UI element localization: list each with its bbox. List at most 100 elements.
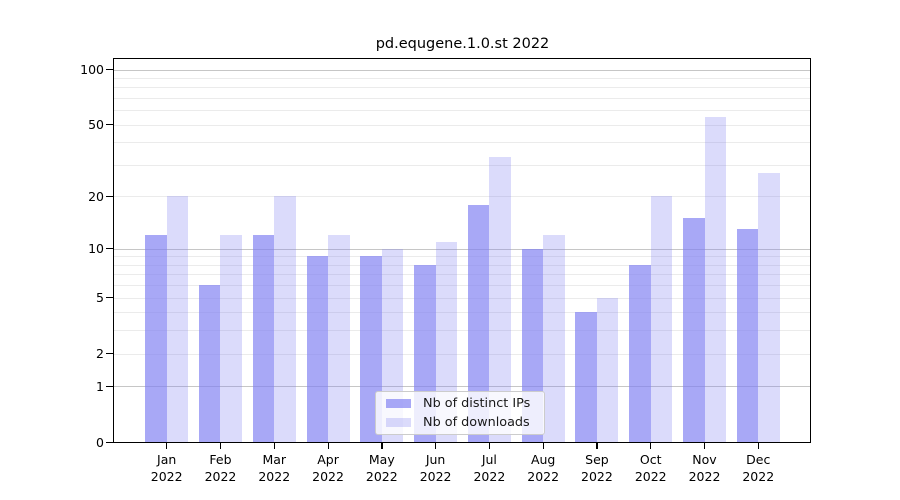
y-tick	[106, 248, 113, 250]
x-tick-month: Nov	[692, 452, 717, 467]
minor-gridline	[114, 297, 811, 299]
minor-gridline	[114, 353, 811, 355]
y-tick-label: 10	[88, 241, 104, 257]
bar-nb-of-distinct-ips-oct	[629, 264, 651, 443]
major-gridline	[114, 386, 811, 388]
y-tick	[106, 195, 113, 198]
legend-label-distinct-ips: Nb of distinct IPs	[423, 396, 531, 411]
x-tick-year: 2022	[634, 468, 667, 484]
x-tick-label: Jul 2022	[457, 452, 521, 485]
x-tick-year: 2022	[473, 468, 506, 484]
x-tick-year: 2022	[419, 468, 452, 484]
x-tick-label: Dec 2022	[726, 452, 790, 485]
x-tick-month: Mar	[262, 452, 287, 467]
bar-nb-of-downloads-oct	[650, 196, 673, 443]
y-tick	[106, 69, 113, 71]
minor-gridline	[114, 196, 811, 198]
major-gridline	[114, 69, 811, 71]
x-tick-label: Nov 2022	[673, 452, 737, 485]
x-tick-year: 2022	[365, 468, 398, 484]
x-tick-year: 2022	[527, 468, 560, 484]
x-tick	[219, 443, 222, 449]
y-tick	[106, 353, 113, 355]
x-tick	[166, 443, 168, 449]
bar-nb-of-distinct-ips-jul	[467, 204, 490, 443]
bar-nb-of-distinct-ips-apr	[306, 256, 329, 443]
legend: Nb of distinct IPs Nb of downloads	[375, 391, 545, 435]
minor-gridline	[114, 124, 811, 126]
major-gridline	[114, 248, 811, 250]
legend-label-downloads: Nb of downloads	[423, 415, 530, 430]
bar-nb-of-distinct-ips-sep	[575, 312, 597, 443]
y-tick-label: 2	[96, 346, 104, 362]
legend-item-downloads: Nb of downloads	[386, 415, 544, 431]
bar-nb-of-downloads-dec	[758, 173, 780, 443]
x-tick-label: Jan 2022	[135, 452, 199, 485]
y-tick-label: 0	[96, 435, 104, 450]
x-tick	[273, 443, 275, 449]
minor-gridline	[114, 312, 811, 314]
x-tick-year: 2022	[581, 468, 613, 484]
y-tick	[106, 385, 113, 388]
x-tick-month: Feb	[209, 452, 232, 467]
chart-title: pd.equgene.1.0.st 2022	[375, 36, 550, 52]
x-tick-label: Mar 2022	[242, 452, 306, 485]
x-tick-year: 2022	[150, 468, 183, 484]
x-tick	[704, 443, 706, 449]
x-tick-label: Jun 2022	[404, 452, 468, 485]
bar-nb-of-downloads-nov	[704, 117, 726, 443]
x-tick-label: Sep 2022	[565, 452, 629, 485]
bar-nb-of-downloads-aug	[543, 235, 565, 443]
x-tick-month: Jan	[157, 452, 177, 467]
minor-gridline	[114, 274, 811, 276]
bar-nb-of-distinct-ips-dec	[736, 229, 759, 443]
legend-swatch-downloads	[386, 418, 411, 427]
bar-nb-of-downloads-feb	[220, 235, 242, 443]
x-tick-label: Feb 2022	[188, 452, 252, 485]
bar-nb-of-downloads-mar	[274, 196, 296, 443]
minor-gridline	[114, 164, 811, 166]
x-tick-year: 2022	[742, 468, 775, 484]
bar-nb-of-distinct-ips-jan	[145, 235, 167, 443]
x-tick-month: Dec	[746, 452, 771, 467]
x-tick-month: Aug	[530, 452, 556, 467]
y-tick-label: 1	[96, 378, 104, 394]
legend-swatch-distinct-ips	[386, 399, 411, 408]
x-tick-year: 2022	[312, 468, 344, 484]
y-tick	[106, 124, 113, 126]
bar-nb-of-distinct-ips-nov	[683, 218, 705, 443]
x-tick	[542, 443, 544, 449]
minor-gridline	[114, 142, 811, 144]
x-tick-label: May 2022	[350, 452, 414, 485]
minor-gridline	[114, 264, 811, 266]
y-tick-label: 100	[80, 62, 104, 77]
bar-nb-of-downloads-apr	[328, 235, 350, 443]
minor-gridline	[114, 256, 811, 258]
y-tick-label: 20	[88, 188, 104, 204]
x-tick-month: May	[368, 452, 395, 467]
minor-gridline	[114, 87, 811, 89]
x-tick-month: Sep	[585, 452, 609, 467]
bar-nb-of-distinct-ips-feb	[198, 285, 221, 443]
x-tick-label: Aug 2022	[511, 452, 575, 485]
bar-nb-of-downloads-sep	[596, 297, 619, 443]
x-tick	[488, 443, 491, 449]
y-tick-label: 5	[96, 290, 104, 306]
minor-gridline	[114, 97, 811, 99]
x-tick	[757, 443, 759, 449]
minor-gridline	[114, 330, 811, 332]
y-tick	[106, 297, 113, 299]
x-tick-month: Apr	[317, 452, 339, 467]
bar-nb-of-downloads-jul	[489, 157, 511, 443]
x-tick-year: 2022	[204, 468, 237, 484]
bar-nb-of-downloads-jan	[166, 196, 189, 443]
x-tick	[381, 443, 383, 449]
x-tick	[327, 443, 329, 449]
x-tick	[435, 443, 437, 449]
x-tick-month: Jul	[481, 452, 497, 467]
x-tick-month: Jun	[425, 452, 446, 467]
x-tick-year: 2022	[688, 468, 721, 484]
minor-gridline	[114, 285, 811, 287]
y-tick-label: 50	[88, 117, 104, 133]
